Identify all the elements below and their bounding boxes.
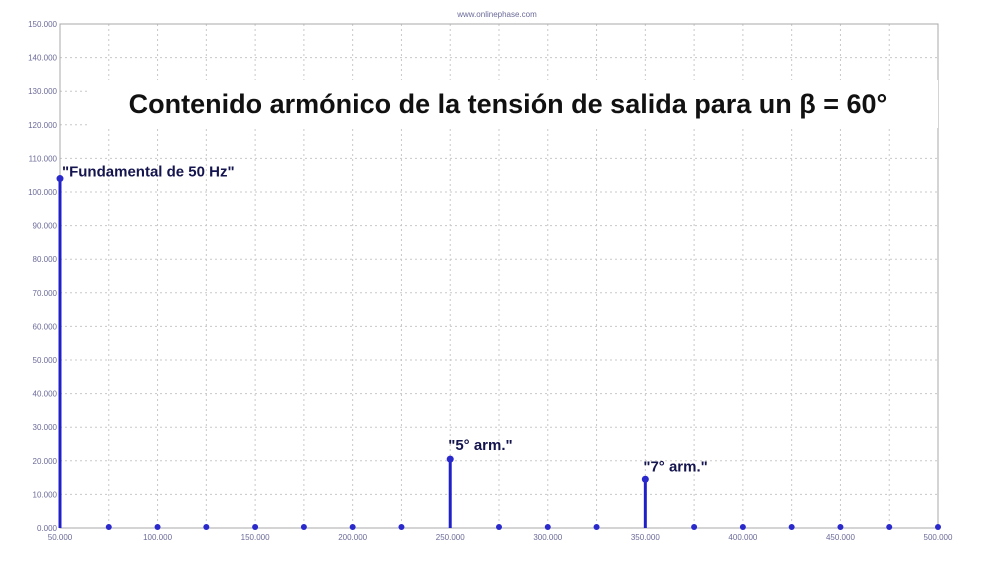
spectrum-marker	[398, 524, 405, 530]
watermark-text: www.onlinephase.com	[456, 10, 537, 19]
annotations: "Fundamental de 50 Hz" "5° arm." "7° arm."	[62, 164, 708, 476]
y-tick-label: 20.000	[33, 457, 58, 466]
chart-title: Contenido armónico de la tensión de sali…	[129, 89, 888, 119]
spectrum-marker	[788, 524, 795, 530]
y-tick-label: 90.000	[33, 222, 58, 231]
x-tick-label: 400.000	[728, 533, 757, 542]
spectrum-marker	[203, 524, 210, 530]
spectrum-marker	[252, 524, 259, 530]
x-tick-label: 150.000	[241, 533, 270, 542]
spectrum-marker	[739, 524, 746, 530]
spectrum-marker	[886, 524, 893, 530]
x-tick-label: 350.000	[631, 533, 660, 542]
spectrum-marker	[300, 524, 307, 530]
spectrum-marker	[154, 524, 161, 530]
spectrum-marker	[446, 455, 454, 463]
x-tick-label: 50.000	[48, 533, 73, 542]
x-tick-label: 100.000	[143, 533, 172, 542]
x-tick-label: 200.000	[338, 533, 367, 542]
y-tick-label: 140.000	[28, 54, 57, 63]
y-tick-label: 100.000	[28, 188, 57, 197]
x-tick-label: 450.000	[826, 533, 855, 542]
harmonic-annotation: "5° arm."	[448, 437, 512, 454]
spectrum-marker	[349, 524, 356, 530]
x-tick-label: 300.000	[533, 533, 562, 542]
spectrum-marker	[641, 475, 649, 483]
y-tick-label: 30.000	[33, 423, 58, 432]
y-tick-label: 80.000	[33, 255, 58, 264]
y-tick-label: 70.000	[33, 289, 58, 298]
spectrum-marker	[691, 524, 698, 530]
harmonic-annotation: "7° arm."	[643, 458, 707, 475]
spectrum-marker	[105, 524, 112, 530]
harmonic-annotation: "Fundamental de 50 Hz"	[62, 164, 235, 181]
y-tick-label: 10.000	[33, 490, 58, 499]
spectrum-marker	[593, 524, 600, 530]
spectrum-marker	[837, 524, 844, 530]
y-tick-label: 50.000	[33, 356, 58, 365]
spectrum-marker	[496, 524, 502, 530]
y-tick-label: 60.000	[33, 322, 58, 331]
spectrum-marker	[935, 524, 941, 530]
spectrum-marker	[56, 175, 64, 183]
x-tick-label: 250.000	[436, 533, 465, 542]
y-tick-label: 150.000	[28, 20, 57, 29]
title-box	[88, 80, 938, 128]
y-tick-label: 40.000	[33, 390, 58, 399]
spectrum-lines	[56, 175, 941, 530]
y-tick-label: 0.000	[37, 524, 58, 533]
x-tick-label: 500.000	[924, 533, 953, 542]
y-tick-label: 120.000	[28, 121, 57, 130]
y-tick-label: 110.000	[29, 154, 58, 163]
axis-ticks: 0.000 10.000 20.000 30.000 40.000 50.000 60.00…	[28, 20, 953, 542]
y-tick-label: 130.000	[28, 87, 57, 96]
spectrum-marker	[544, 524, 551, 530]
